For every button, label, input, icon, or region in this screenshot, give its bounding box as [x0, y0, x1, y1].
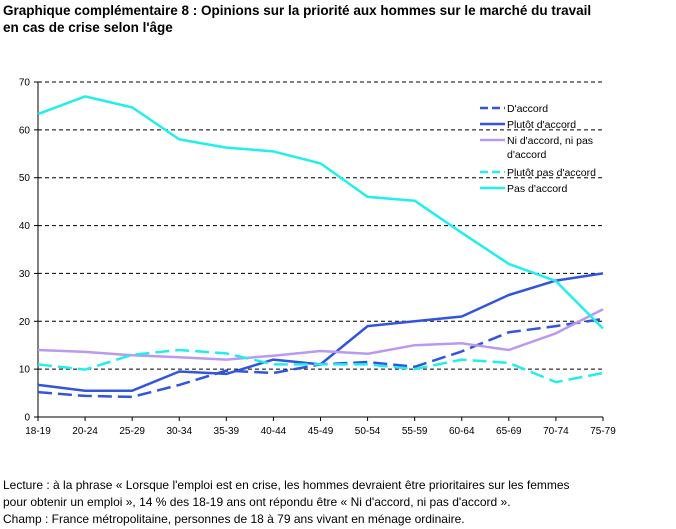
- champ-line: Champ : France métropolitaine, personnes…: [3, 512, 465, 526]
- x-tick-label-25-29: 25-29: [119, 426, 145, 437]
- legend-label-2: Plutôt d'accord: [507, 119, 576, 131]
- lecture-line-1: Lecture : à la phrase « Lorsque l'emploi…: [3, 478, 570, 492]
- y-tick-label-60: 60: [19, 125, 31, 136]
- x-tick-label-20-24: 20-24: [72, 426, 98, 437]
- lecture-line-2: pour obtenir un emploi », 14 % des 18-19…: [3, 495, 511, 509]
- series-layer: [37, 95, 604, 399]
- y-tick-label-0: 0: [24, 413, 30, 424]
- x-tick-label-70-74: 70-74: [543, 426, 569, 437]
- x-tick-label-55-59: 55-59: [402, 426, 428, 437]
- legend-label-3: Ni d'accord, ni pas: [507, 135, 593, 147]
- line-chart: 0 10 20 30 40 50 60 70 18-19 20-24 25-29 30-34 35-39…: [19, 78, 616, 438]
- legend-label-5: Pas d'accord: [507, 183, 568, 195]
- y-tick-label-10: 10: [19, 365, 31, 376]
- x-tick-label-65-69: 65-69: [496, 426, 522, 437]
- y-tick-label-20: 20: [19, 317, 31, 328]
- legend-label-4: Plutôt pas d'accord: [507, 167, 596, 179]
- legend-label-1: D'accord: [507, 103, 548, 115]
- x-tick-label-60-64: 60-64: [449, 426, 475, 437]
- x-tick-label-18-19: 18-19: [25, 426, 51, 437]
- x-tick-label-40-44: 40-44: [261, 426, 287, 437]
- y-tick-label-40: 40: [19, 221, 31, 232]
- axis-layer: 0 10 20 30 40 50 60 70 18-19 20-24 25-29 30-34 35-39…: [19, 78, 616, 438]
- y-tick-label-50: 50: [19, 173, 31, 184]
- chart-title-line-1: Graphique complémentaire 8 : Opinions su…: [3, 3, 592, 18]
- x-tick-label-75-79: 75-79: [590, 426, 616, 437]
- grid-layer: [38, 81, 603, 370]
- x-tick-label-30-34: 30-34: [166, 426, 192, 437]
- y-tick-label-30: 30: [19, 269, 31, 280]
- x-tick-label-45-49: 45-49: [308, 426, 334, 437]
- chart-title-line-2: en cas de crise selon l'âge: [3, 20, 173, 35]
- y-tick-label-70: 70: [19, 78, 31, 89]
- series-line-3: [37, 308, 604, 361]
- x-tick-label-35-39: 35-39: [214, 426, 240, 437]
- legend-label-3-cont: d'accord: [507, 149, 547, 161]
- series-line-4: [37, 348, 604, 384]
- x-tick-label-50-54: 50-54: [355, 426, 381, 437]
- chart-title: Graphique complémentaire 8 : Opinions su…: [3, 2, 663, 36]
- legend: D'accord Plutôt d'accord Ni d'accord, ni p…: [480, 103, 596, 195]
- series-line-5: [37, 95, 604, 330]
- chart-notes: Lecture : à la phrase « Lorsque l'emploi…: [3, 477, 673, 528]
